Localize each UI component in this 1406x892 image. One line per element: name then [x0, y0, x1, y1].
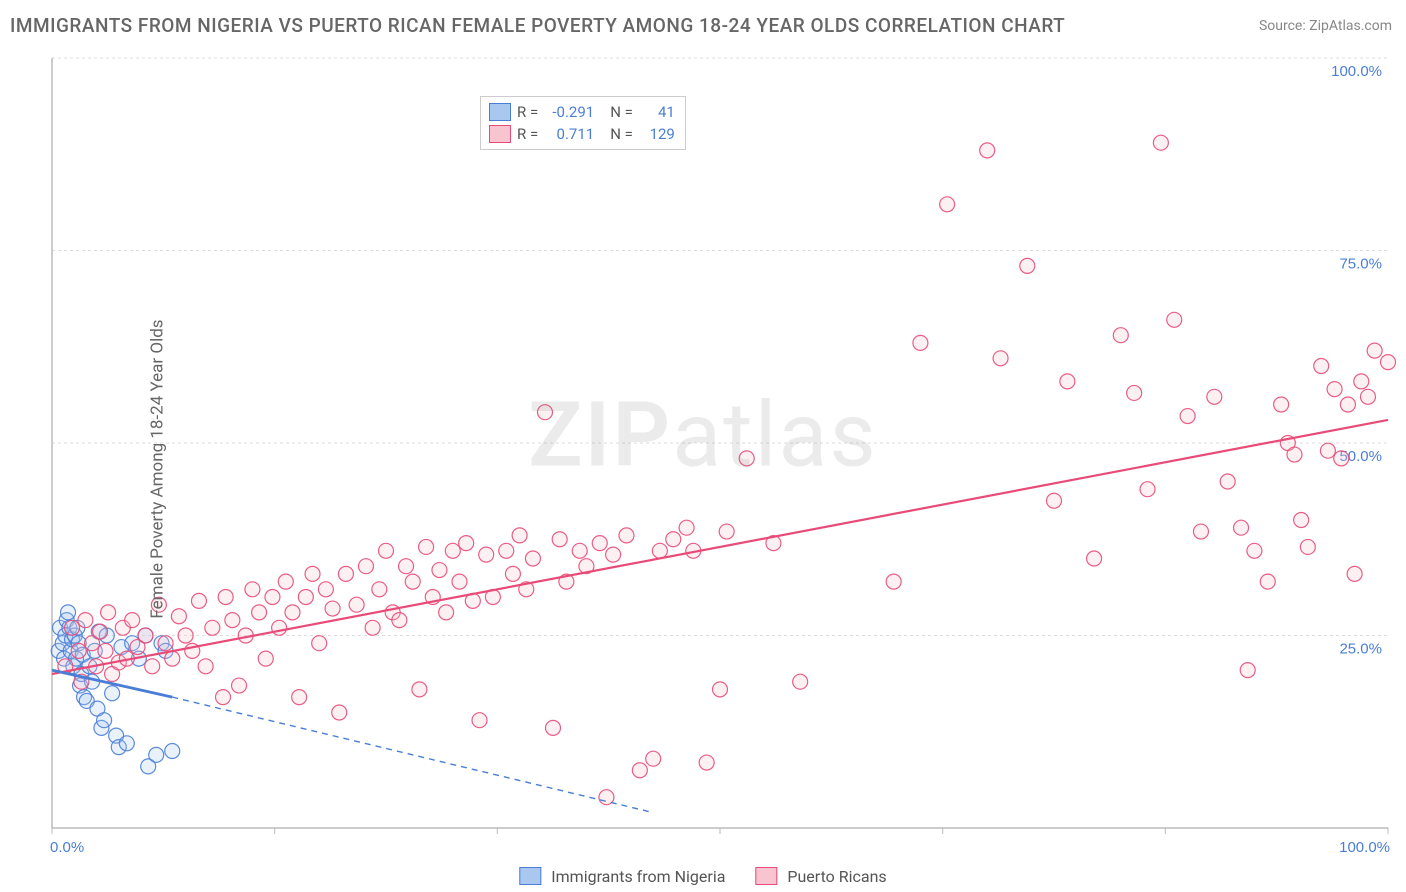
stats-swatch-0 [489, 103, 511, 121]
y-axis-label: Female Poverty Among 18-24 Year Olds [148, 319, 168, 618]
stats-r-label: R = [517, 101, 538, 123]
legend-label-0: Immigrants from Nigeria [551, 867, 725, 886]
svg-text:25.0%: 25.0% [1339, 641, 1382, 658]
stats-row-1: R = 0.711 N = 129 [489, 123, 675, 145]
stats-n-label: N = [610, 123, 633, 145]
svg-text:100.0%: 100.0% [1331, 63, 1382, 80]
svg-text:100.0%: 100.0% [1339, 839, 1390, 856]
stats-n-label: N = [610, 101, 633, 123]
stats-legend-box: R = -0.291 N = 41 R = 0.711 N = 129 [480, 96, 686, 150]
chart-title: IMMIGRANTS FROM NIGERIA VS PUERTO RICAN … [10, 14, 1065, 37]
stats-swatch-1 [489, 125, 511, 143]
page-root: IMMIGRANTS FROM NIGERIA VS PUERTO RICAN … [0, 0, 1406, 892]
legend-item-0: Immigrants from Nigeria [519, 867, 725, 886]
stats-n-value-1: 129 [639, 123, 675, 145]
legend-label-1: Puerto Ricans [787, 867, 886, 886]
chart-container: Female Poverty Among 18-24 Year Olds 25.… [0, 46, 1406, 892]
svg-text:75.0%: 75.0% [1339, 256, 1382, 273]
bottom-legend: Immigrants from Nigeria Puerto Ricans [519, 867, 886, 886]
stats-n-value-0: 41 [639, 101, 675, 123]
legend-item-1: Puerto Ricans [755, 867, 886, 886]
stats-r-value-1: 0.711 [544, 123, 594, 145]
stats-r-label: R = [517, 123, 538, 145]
scatter-chart: 25.0%50.0%75.0%100.0%0.0%100.0% [0, 46, 1406, 866]
svg-text:0.0%: 0.0% [50, 839, 84, 856]
legend-swatch-1 [755, 867, 777, 885]
stats-row-0: R = -0.291 N = 41 [489, 101, 675, 123]
stats-r-value-0: -0.291 [544, 101, 594, 123]
legend-swatch-0 [519, 867, 541, 885]
source-label: Source: ZipAtlas.com [1259, 18, 1392, 34]
